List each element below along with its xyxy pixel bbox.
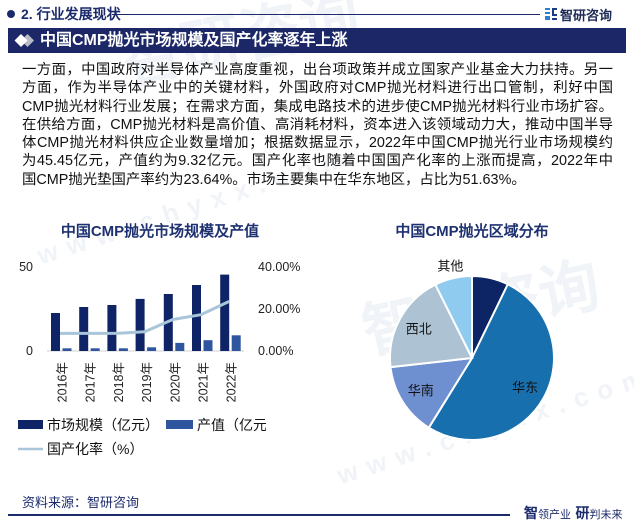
pie-chart-title: 中国CMP抛光区域分布 bbox=[395, 222, 548, 240]
right-axis-tick: 0.00% bbox=[258, 344, 293, 358]
x-axis-label: 2018年 bbox=[112, 362, 126, 402]
pie-chart: 中国CMP抛光区域分布 华东 华南 西北 其他 bbox=[389, 222, 555, 441]
rate-line bbox=[60, 300, 230, 335]
slogan-char: 研 bbox=[575, 505, 590, 521]
pie-label: 华南 bbox=[408, 383, 434, 398]
banner-title: 中国CMP抛光市场规模及国产化率逐年上涨 bbox=[40, 32, 348, 49]
x-axis-label: 2022年 bbox=[225, 362, 239, 402]
legend-label-rate: 国产化率（%） bbox=[47, 441, 143, 457]
brand-logo: 智研咨询 bbox=[545, 5, 612, 23]
legend-label-market: 市场规模（亿元） bbox=[47, 417, 159, 433]
left-axis-tick: 0 bbox=[26, 344, 33, 358]
bar-market-size bbox=[79, 307, 89, 351]
left-axis-tick: 50 bbox=[19, 260, 33, 274]
x-axis-label: 2016年 bbox=[56, 362, 70, 402]
paragraph-line: 国CMP抛光垫国产率约为23.64%。市场主要集中在华东地区，占比为51.63%… bbox=[22, 171, 526, 188]
footer-divider bbox=[8, 514, 510, 516]
pie-label: 华东 bbox=[512, 380, 538, 395]
title-banner: 中国CMP抛光市场规模及国产化率逐年上涨 bbox=[8, 28, 626, 53]
x-axis-label: 2019年 bbox=[140, 362, 154, 402]
legend-clip: 产值（亿元 bbox=[197, 417, 267, 433]
paragraph-line: 为45.45亿元，产值约为9.32亿元。国产化率也随着中国国产化率的上涨而提高，… bbox=[22, 153, 613, 170]
bar-market-size bbox=[192, 285, 201, 351]
legend-swatch-output bbox=[166, 420, 193, 429]
legend-label-output: 产值（亿元 bbox=[197, 417, 267, 433]
pie-labels: 华东 华南 西北 其他 bbox=[406, 259, 538, 398]
bar-output-value bbox=[231, 335, 241, 351]
bar-output-value bbox=[147, 347, 157, 351]
pie-slice bbox=[427, 282, 555, 441]
paragraph-line: 在供给方面，CMP抛光材料是高价值、高消耗材料，资本进入该领域动力大，推动中国半… bbox=[22, 116, 613, 133]
section-bullet-icon bbox=[7, 10, 15, 18]
bar-market-size bbox=[51, 313, 60, 351]
footer-slogan: 智领产业 研判未来 bbox=[524, 505, 622, 523]
pie-slices bbox=[389, 274, 555, 441]
section-title: 2. 行业发展现状 bbox=[21, 6, 121, 22]
bar-market-size bbox=[135, 298, 145, 351]
right-axis-tick: 40.00% bbox=[258, 260, 300, 274]
x-axis-labels: 2016年 2017年 2018年 2019年 2020年 2021年 2022年 bbox=[56, 362, 239, 402]
bar-line-chart: 中国CMP抛光市场规模及产值 50 0 40.00% 20.00% 0.00% … bbox=[18, 222, 300, 457]
description-paragraph: 一方面，中国政府对半导体产业高度重视，出台项政策并成立国家产业基金大力扶持。另一… bbox=[22, 61, 613, 189]
pie-slice bbox=[389, 283, 474, 369]
brand-name: 智研咨询 bbox=[560, 7, 613, 23]
pie-label: 西北 bbox=[406, 322, 432, 337]
bar-output-value bbox=[118, 348, 128, 351]
chart-legend: 市场规模（亿元） 产值（亿元 国产化率（%） bbox=[18, 417, 267, 457]
right-axis-tick: 20.00% bbox=[258, 302, 300, 316]
bar-output-value bbox=[62, 348, 72, 351]
pie-slice bbox=[434, 274, 473, 359]
bar-output-value bbox=[203, 340, 213, 351]
paragraph-line: CMP抛光材料行业发展；在需求方面，集成电路技术的进步使CMP抛光材料行业市场扩… bbox=[22, 98, 613, 115]
x-axis-label: 2021年 bbox=[197, 362, 211, 402]
paragraph-line: 体CMP抛光材料供应企业数量增加；根据数据显示，2022年中国CMP抛光行业市场… bbox=[22, 135, 613, 152]
bar-output-value bbox=[90, 348, 100, 351]
bar-series bbox=[51, 274, 241, 351]
paragraph-line: 一方面，中国政府对半导体产业高度重视，出台项政策并成立国家产业基金大力扶持。另一 bbox=[22, 62, 613, 78]
brand-logo-icon bbox=[545, 8, 557, 20]
bar-chart-title: 中国CMP抛光市场规模及产值 bbox=[61, 222, 259, 240]
paragraph-line: 方面，作为半导体产业中的关键材料，外国政府对CMP抛光材料进行出口管制，利好中国 bbox=[22, 80, 613, 97]
pie-slice bbox=[389, 356, 474, 430]
diamond-icon bbox=[14, 34, 34, 47]
source-note: 资料来源：智研咨询 bbox=[22, 495, 140, 510]
slogan-char: 智 bbox=[524, 505, 538, 521]
x-axis-label: 2020年 bbox=[168, 362, 182, 402]
pie-label: 其他 bbox=[437, 259, 463, 274]
slogan-text: 判未来 bbox=[589, 509, 623, 521]
x-axis-label: 2017年 bbox=[84, 362, 98, 402]
bar-market-size bbox=[220, 274, 230, 351]
bar-output-value bbox=[175, 342, 185, 351]
bar-market-size bbox=[107, 305, 117, 351]
section-divider bbox=[112, 14, 540, 15]
legend-swatch-market bbox=[18, 420, 43, 429]
slogan-text: 领产业 bbox=[538, 509, 571, 521]
